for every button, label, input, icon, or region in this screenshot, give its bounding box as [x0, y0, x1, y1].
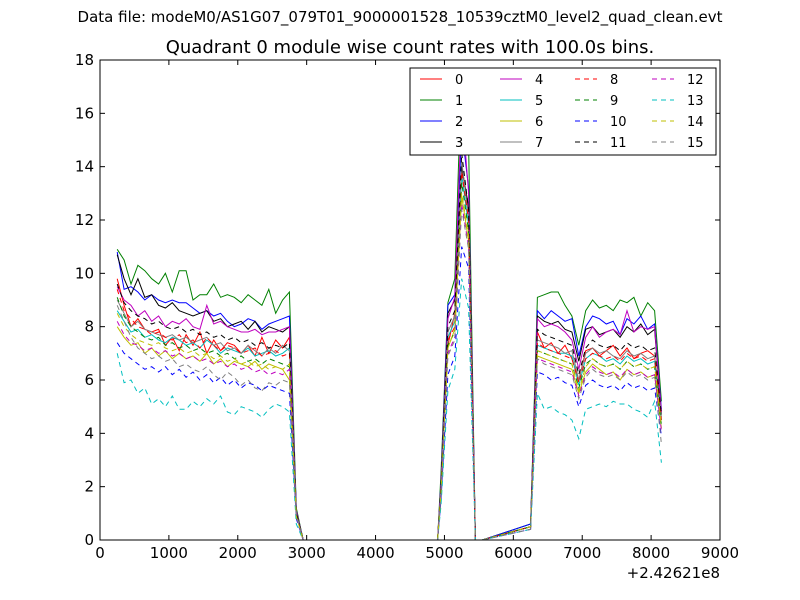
legend-label-4: 4: [535, 73, 543, 88]
plot-area-frame: [99, 59, 721, 541]
x-tick-label: 3000: [288, 544, 326, 562]
axes-layer: 0 1000 2000 3000 4000 5000 6000 7000 8000 9000 0 2 4…: [75, 51, 739, 582]
legend-label-11: 11: [610, 136, 627, 151]
legend-label-14: 14: [687, 115, 704, 130]
data-file-title: Data file: modeM0/AS1G07_079T01_90000015…: [77, 8, 723, 26]
y-tick-label: 14: [75, 158, 94, 176]
legend-label-13: 13: [687, 94, 704, 109]
series-line-9: [116, 182, 662, 541]
y-tick-label: 8: [84, 318, 94, 336]
legend-label-0: 0: [455, 73, 463, 88]
legend-label-6: 6: [535, 115, 543, 130]
series-line-12: [116, 203, 662, 541]
plot-title: Quadrant 0 module wise count rates with …: [165, 37, 655, 58]
x-tick-label: 9000: [701, 544, 739, 562]
legend-label-12: 12: [687, 73, 704, 88]
series-line-10: [116, 246, 662, 541]
y-tick-label: 10: [75, 264, 94, 282]
y-tick-label: 16: [75, 104, 94, 122]
x-tick-label: 7000: [563, 544, 601, 562]
legend-label-9: 9: [610, 94, 618, 109]
legend-label-10: 10: [610, 115, 627, 130]
legend-label-15: 15: [687, 136, 704, 151]
x-tick-label: 6000: [494, 544, 532, 562]
y-tick-label: 2: [84, 478, 94, 496]
y-tick-label: 12: [75, 211, 94, 229]
y-tick-label: 4: [84, 424, 94, 442]
x-tick-label: 0: [95, 544, 105, 562]
legend-label-1: 1: [455, 94, 463, 109]
series-line-15: [116, 209, 662, 541]
x-offset-label: +2.42621e8: [627, 564, 720, 582]
legend-frame: [409, 67, 717, 156]
x-tick-label: 5000: [425, 544, 463, 562]
y-tick-label: 6: [84, 371, 94, 389]
legend-label-2: 2: [455, 115, 463, 130]
series-line-13: [116, 278, 662, 541]
legend-label-3: 3: [455, 136, 463, 151]
x-tick-label: 1000: [150, 544, 188, 562]
legend-label-7: 7: [535, 136, 543, 151]
x-tick-label: 4000: [356, 544, 394, 562]
series-line-6: [116, 195, 662, 541]
y-tick-label: 0: [84, 531, 94, 549]
series-line-4: [116, 102, 662, 541]
legend-label-5: 5: [535, 94, 543, 109]
x-tick-label: 8000: [632, 544, 670, 562]
legend-label-8: 8: [610, 73, 618, 88]
y-tick-label: 18: [75, 51, 94, 69]
x-tick-label: 2000: [219, 544, 257, 562]
